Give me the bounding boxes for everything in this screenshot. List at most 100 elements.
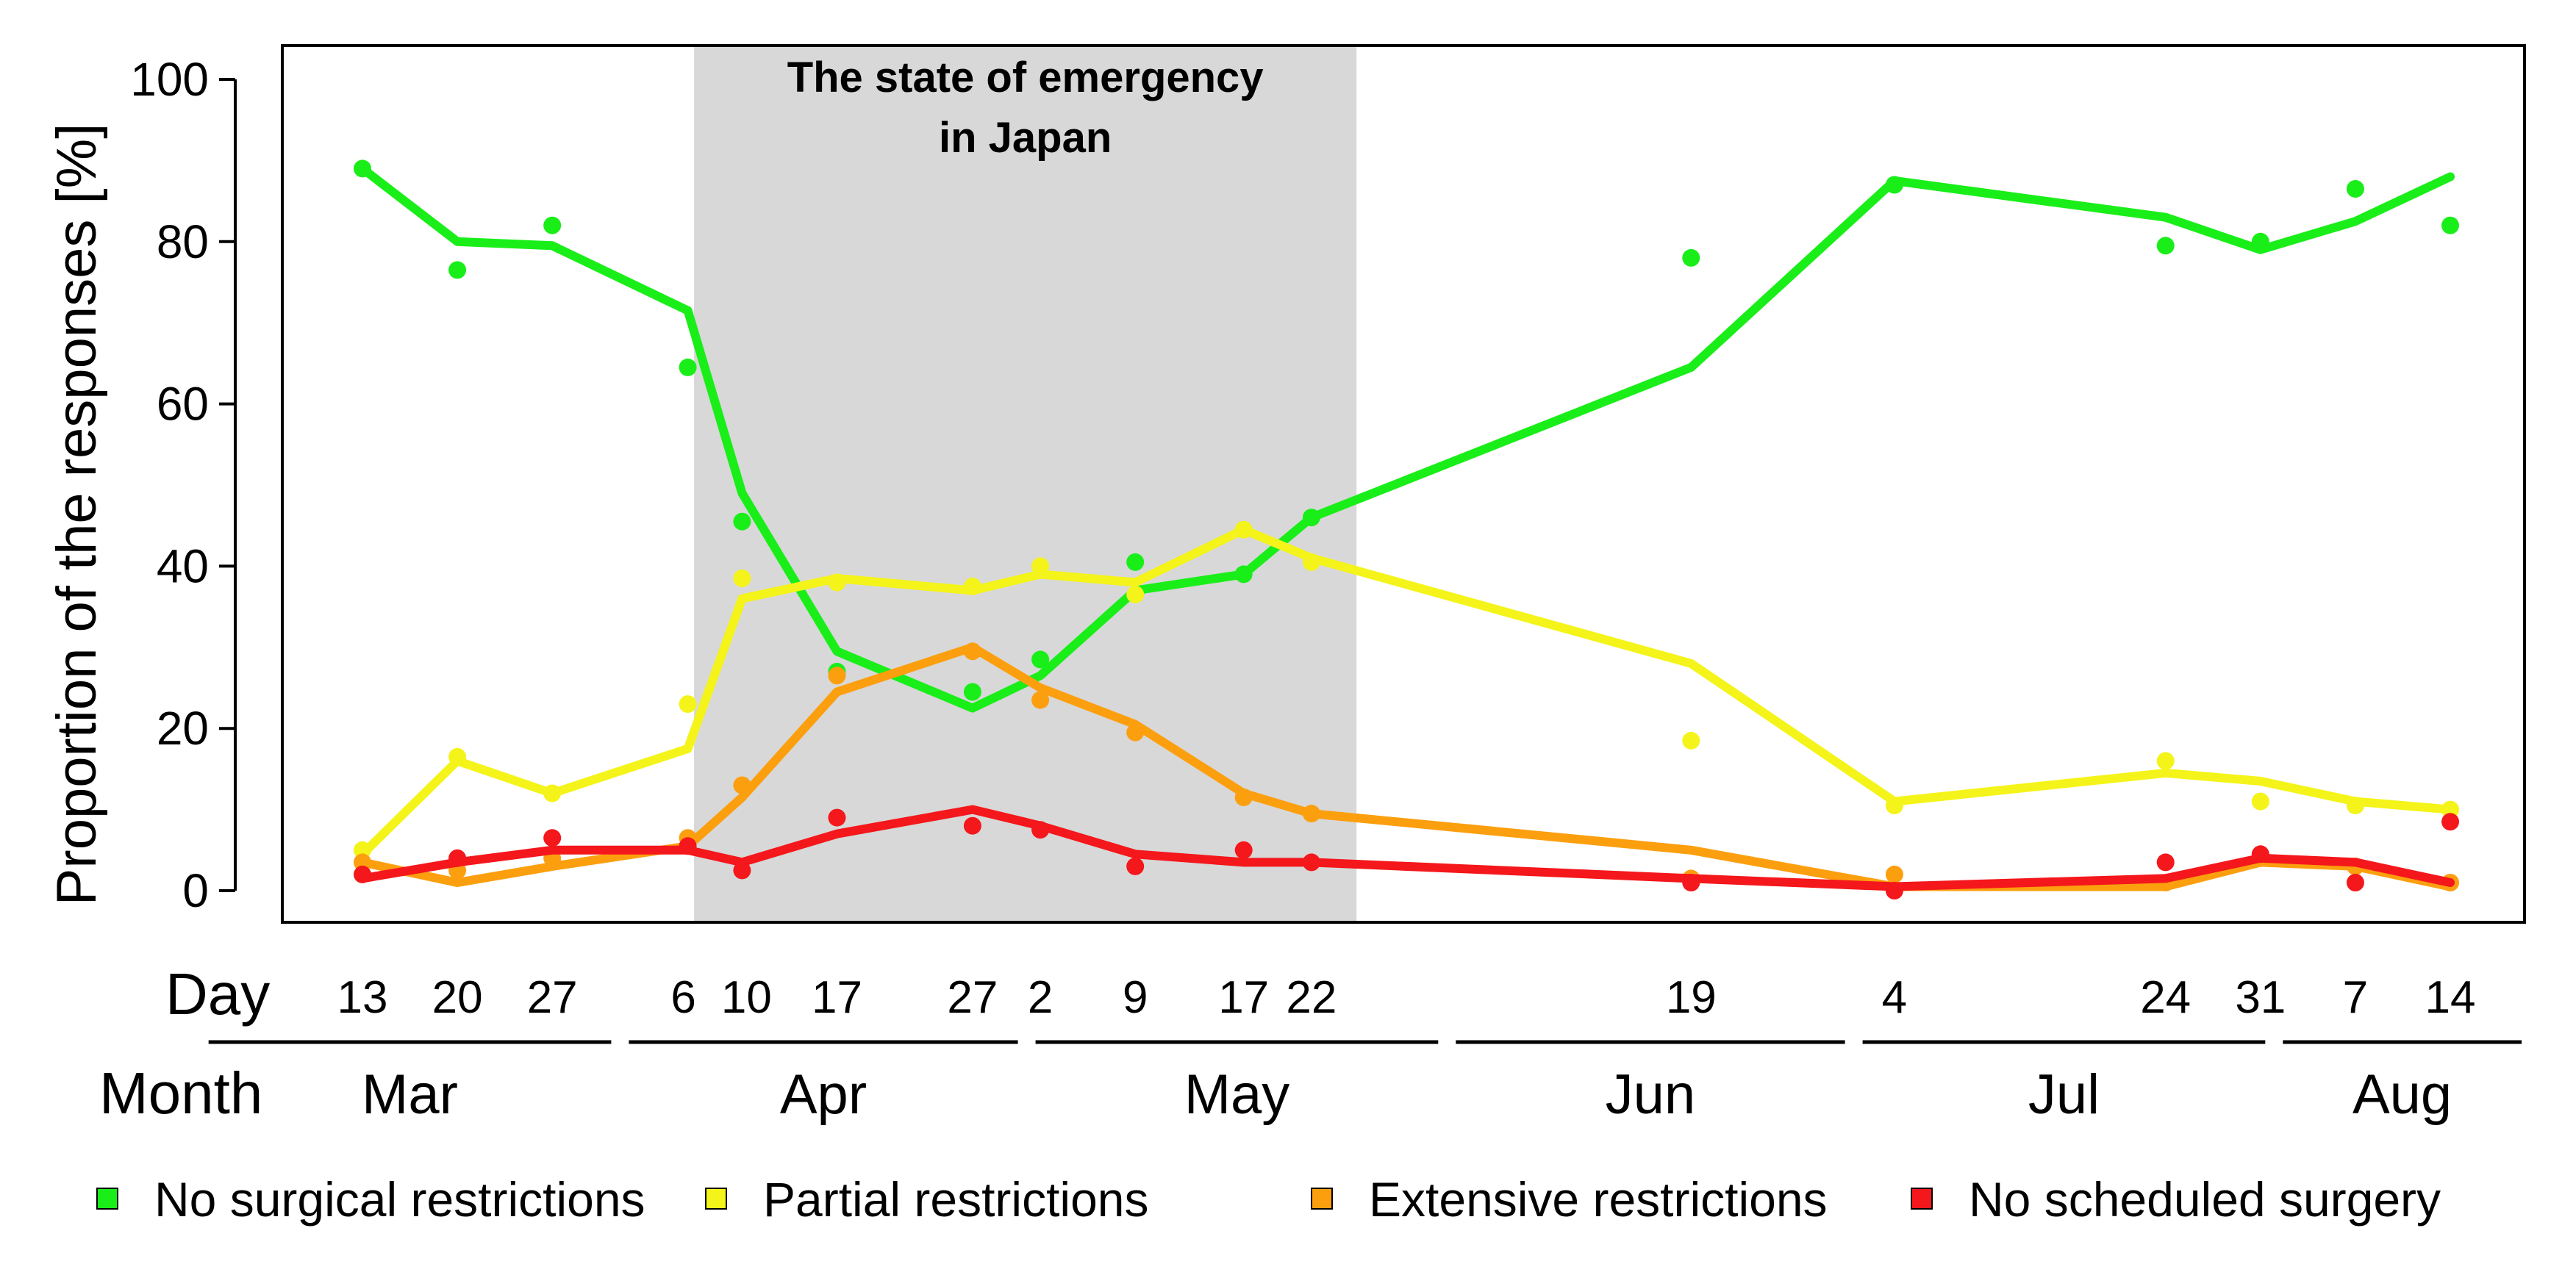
x-day-label: 27 xyxy=(947,972,998,1023)
legend-swatch xyxy=(705,1188,727,1210)
data-point xyxy=(354,853,371,872)
plot-frame xyxy=(281,44,2526,924)
data-point xyxy=(1031,691,1050,709)
x-day-label: 27 xyxy=(527,972,578,1023)
series-line xyxy=(358,164,2455,713)
data-point xyxy=(679,358,697,376)
series-line xyxy=(358,805,2455,891)
x-axis: 13 20 27 6 10 17 27 2 9 17 22 19 4 24 31 7 14 Mar Apr May Ju… xyxy=(208,972,2522,1126)
data-point xyxy=(354,841,371,859)
x-day-label: 17 xyxy=(1218,972,1269,1023)
x-day-label: 19 xyxy=(1666,972,1717,1023)
x-day-label: 31 xyxy=(2235,972,2286,1023)
legend: No surgical restrictions Partial restrict… xyxy=(96,1172,2441,1227)
data-point xyxy=(1885,797,1903,815)
data-point xyxy=(828,808,846,827)
data-point xyxy=(828,573,846,592)
legend-label: Extensive restrictions xyxy=(1369,1172,1828,1227)
series-line xyxy=(358,525,2455,859)
x-day-label: 9 xyxy=(1123,972,1148,1023)
data-point xyxy=(543,216,562,234)
x-month-label: Apr xyxy=(780,1063,867,1126)
y-tick-label: 0 xyxy=(182,864,209,917)
data-point xyxy=(2346,180,2364,198)
data-point xyxy=(963,642,981,661)
x-day-label: 2 xyxy=(1028,972,1053,1023)
data-point xyxy=(1302,805,1320,823)
x-month-label: May xyxy=(1184,1063,1290,1126)
data-point xyxy=(679,695,697,714)
data-point xyxy=(963,683,981,701)
data-point xyxy=(963,578,981,595)
legend-swatch xyxy=(96,1188,118,1210)
x-month-label: Aug xyxy=(2353,1063,2452,1126)
data-point xyxy=(1126,857,1145,875)
data-point xyxy=(1234,565,1253,583)
data-point xyxy=(1126,723,1145,741)
series-layer xyxy=(354,159,2459,899)
data-point xyxy=(1302,853,1320,872)
data-point xyxy=(1126,586,1145,603)
data-point xyxy=(733,570,751,587)
y-tick-label: 80 xyxy=(157,215,209,268)
x-day-label: 17 xyxy=(812,972,862,1023)
legend-swatch xyxy=(1311,1188,1333,1210)
y-tick-label: 20 xyxy=(157,702,209,755)
legend-label: No surgical restrictions xyxy=(154,1172,645,1227)
month-row-label: Month xyxy=(99,1060,262,1126)
data-point xyxy=(1302,553,1320,571)
data-point xyxy=(1302,509,1320,527)
x-day-label: 13 xyxy=(337,972,388,1023)
data-point xyxy=(1682,248,1700,267)
data-point xyxy=(679,837,697,855)
y-tick-label: 60 xyxy=(157,378,209,431)
x-month-label: Jul xyxy=(2028,1063,2100,1126)
x-day-label: 14 xyxy=(2425,972,2476,1023)
legend-item: Extensive restrictions xyxy=(1311,1172,1828,1227)
x-month-label: Mar xyxy=(362,1063,458,1126)
data-point xyxy=(1885,176,1903,194)
y-axis: 0 20 40 60 80 100 xyxy=(130,53,237,917)
emergency-band-label-line1: The state of emergency xyxy=(787,54,1264,101)
data-point xyxy=(828,667,846,685)
legend-label: No scheduled surgery xyxy=(1969,1172,2441,1227)
legend-item: No surgical restrictions xyxy=(96,1172,645,1227)
data-point xyxy=(2346,797,2364,815)
data-point xyxy=(2156,752,2175,770)
data-point xyxy=(2441,800,2459,819)
x-day-label: 20 xyxy=(432,972,483,1023)
data-point xyxy=(1126,553,1145,571)
data-point xyxy=(733,512,751,531)
series-0 xyxy=(354,159,2459,713)
emergency-band-label-line2: in Japan xyxy=(939,114,1112,162)
legend-item: Partial restrictions xyxy=(705,1172,1149,1227)
x-day-label: 4 xyxy=(1882,972,1907,1023)
y-tick-label: 40 xyxy=(157,539,209,592)
data-point xyxy=(543,784,562,802)
legend-swatch xyxy=(1911,1188,1933,1210)
data-point xyxy=(1031,557,1050,575)
data-point xyxy=(2251,792,2269,811)
data-point xyxy=(448,261,467,279)
x-day-label: 10 xyxy=(721,972,772,1023)
data-point xyxy=(543,829,562,847)
data-point xyxy=(2346,874,2364,891)
data-point xyxy=(1885,865,1903,883)
x-day-label: 7 xyxy=(2343,972,2368,1023)
data-point xyxy=(1682,731,1700,750)
data-point xyxy=(1031,650,1050,669)
data-point xyxy=(733,776,751,794)
x-day-label: 6 xyxy=(670,972,695,1023)
data-point xyxy=(2251,232,2269,251)
data-point xyxy=(1682,874,1700,891)
data-point xyxy=(963,816,981,835)
data-point xyxy=(1234,520,1253,539)
series-3 xyxy=(354,805,2459,899)
x-month-label: Jun xyxy=(1606,1063,1696,1126)
data-point xyxy=(2441,216,2459,234)
data-point xyxy=(448,747,467,766)
data-point xyxy=(2156,853,2175,872)
data-point xyxy=(354,159,371,178)
data-point xyxy=(1885,882,1903,899)
